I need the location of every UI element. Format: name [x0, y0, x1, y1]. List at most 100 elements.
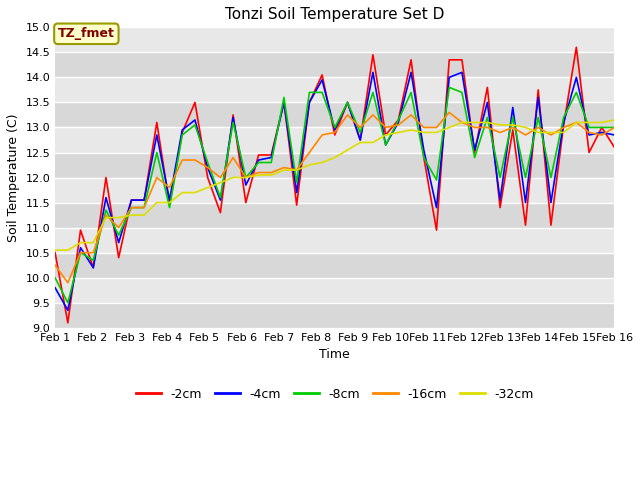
-2cm	[51, 250, 59, 255]
-4cm	[140, 197, 148, 203]
-8cm	[458, 89, 466, 95]
-8cm	[394, 117, 402, 123]
-8cm	[509, 115, 516, 120]
-16cm	[140, 205, 148, 211]
Bar	[55, 102, 614, 128]
-8cm	[179, 132, 186, 138]
-8cm	[102, 207, 110, 213]
-4cm	[229, 115, 237, 120]
-16cm	[90, 250, 97, 255]
-32cm	[204, 185, 211, 191]
-4cm	[166, 197, 173, 203]
-16cm	[560, 125, 568, 131]
-16cm	[280, 165, 288, 170]
-2cm	[598, 125, 605, 131]
-16cm	[534, 125, 542, 131]
-8cm	[496, 175, 504, 180]
Bar	[55, 228, 614, 252]
-32cm	[560, 130, 568, 135]
-32cm	[509, 122, 516, 128]
-2cm	[509, 127, 516, 133]
-4cm	[305, 99, 313, 105]
-8cm	[77, 250, 84, 255]
-32cm	[573, 120, 580, 125]
-2cm	[242, 200, 250, 205]
-2cm	[102, 175, 110, 180]
-8cm	[433, 177, 440, 183]
-8cm	[611, 125, 618, 131]
-4cm	[102, 195, 110, 201]
-8cm	[344, 99, 351, 105]
-32cm	[433, 130, 440, 135]
-4cm	[318, 77, 326, 83]
-2cm	[547, 222, 555, 228]
-32cm	[280, 167, 288, 173]
-4cm	[293, 190, 301, 195]
-4cm	[445, 74, 453, 80]
-16cm	[64, 280, 72, 286]
Line: -16cm: -16cm	[55, 112, 614, 283]
-2cm	[127, 197, 135, 203]
-2cm	[458, 57, 466, 63]
-8cm	[598, 125, 605, 131]
Bar	[55, 203, 614, 228]
-2cm	[382, 132, 390, 138]
-8cm	[140, 205, 148, 211]
X-axis label: Time: Time	[319, 348, 350, 361]
-16cm	[356, 125, 364, 131]
-16cm	[369, 112, 377, 118]
-8cm	[420, 155, 428, 160]
-32cm	[369, 140, 377, 145]
-16cm	[344, 112, 351, 118]
-2cm	[305, 99, 313, 105]
-4cm	[433, 205, 440, 211]
-2cm	[611, 144, 618, 150]
-2cm	[433, 227, 440, 233]
-32cm	[484, 120, 492, 125]
-16cm	[77, 250, 84, 255]
Text: TZ_fmet: TZ_fmet	[58, 27, 115, 40]
-32cm	[318, 160, 326, 166]
-16cm	[153, 175, 161, 180]
-16cm	[407, 112, 415, 118]
-4cm	[115, 240, 122, 246]
-2cm	[407, 57, 415, 63]
-16cm	[484, 125, 492, 131]
-32cm	[179, 190, 186, 195]
-4cm	[484, 99, 492, 105]
-4cm	[64, 307, 72, 313]
-32cm	[534, 130, 542, 135]
-2cm	[191, 99, 199, 105]
-32cm	[127, 212, 135, 218]
-16cm	[216, 175, 224, 180]
-32cm	[445, 125, 453, 131]
-4cm	[522, 200, 529, 205]
-16cm	[573, 120, 580, 125]
-32cm	[64, 247, 72, 253]
-8cm	[280, 95, 288, 100]
-2cm	[471, 150, 479, 156]
-32cm	[115, 215, 122, 220]
-2cm	[216, 210, 224, 216]
-4cm	[153, 132, 161, 138]
-32cm	[268, 172, 275, 178]
-16cm	[255, 169, 262, 175]
-16cm	[318, 132, 326, 138]
-32cm	[305, 162, 313, 168]
Line: -8cm: -8cm	[55, 87, 614, 303]
-8cm	[573, 89, 580, 95]
-4cm	[496, 197, 504, 203]
Line: -2cm: -2cm	[55, 48, 614, 323]
-2cm	[356, 137, 364, 143]
-4cm	[90, 265, 97, 271]
-8cm	[90, 257, 97, 263]
-2cm	[394, 117, 402, 123]
-8cm	[153, 150, 161, 156]
-16cm	[242, 175, 250, 180]
-32cm	[458, 120, 466, 125]
-32cm	[191, 190, 199, 195]
-8cm	[242, 175, 250, 180]
-2cm	[229, 112, 237, 118]
-2cm	[280, 99, 288, 105]
-8cm	[560, 115, 568, 120]
